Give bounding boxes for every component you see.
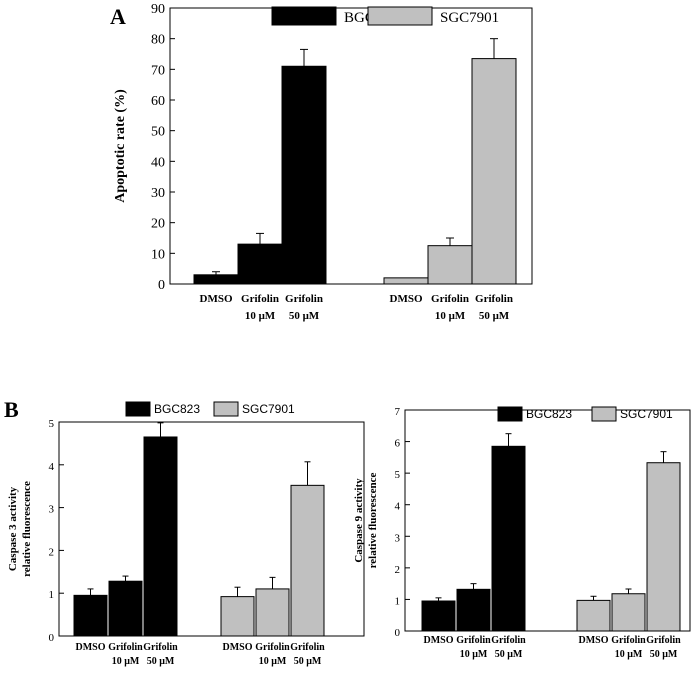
legend-swatch-bgc823	[497, 406, 523, 422]
category-label: 10 μM	[435, 310, 466, 322]
plot-frame	[169, 7, 533, 285]
legend-swatch-bgc823	[271, 6, 337, 26]
panel-label-a: A	[110, 4, 126, 29]
legend-label-sgc7901: SGC7901	[242, 402, 295, 416]
y-axis-label: relative fluorescence	[21, 481, 33, 577]
category-label: DMSO	[76, 642, 106, 653]
category-label: Grifolin	[646, 635, 681, 646]
category-label: Grifolin	[611, 635, 646, 646]
category-label: 50 μM	[495, 649, 523, 660]
bar-bgc823-0	[193, 274, 239, 285]
category-label: Grifolin	[143, 642, 178, 653]
category-label: 50 μM	[479, 310, 510, 322]
category-label: Grifolin	[456, 635, 491, 646]
y-axis-label: Apoptotic rate (%)	[113, 89, 128, 203]
legend-label-sgc7901: SGC7901	[440, 10, 499, 26]
y-tick-label: 2	[395, 564, 401, 576]
y-axis-label: Caspase 3 activity	[7, 486, 19, 571]
bar-sgc7901-0	[220, 596, 255, 637]
plot-frame	[58, 421, 365, 637]
bar-sgc7901-1	[255, 588, 290, 637]
category-label: Grifolin	[241, 293, 279, 305]
caspase9-chart: 0 1 2 3 4 5 6 7 Caspase 9 activity relative fluor…	[353, 406, 691, 660]
y-tick-label: 5	[395, 469, 401, 481]
y-tick-label: 3	[49, 504, 55, 516]
category-label: 50 μM	[147, 656, 175, 667]
category-label: Grifolin	[290, 642, 325, 653]
legend-swatch-bgc823	[125, 401, 151, 417]
legend-swatch-sgc7901	[367, 6, 433, 26]
bar-bgc823-2	[143, 436, 178, 637]
category-label: DMSO	[200, 293, 233, 305]
y-tick-label: 10	[151, 247, 165, 262]
bar-bgc823-2	[281, 65, 327, 285]
y-tick-label: 1	[49, 589, 55, 601]
category-label: 10 μM	[112, 656, 140, 667]
caspase3-chart: 0 1 2 3 4 5 Caspase 3 activity relative fluores…	[7, 401, 365, 667]
y-tick-label: 0	[158, 278, 165, 293]
plot-frame	[404, 409, 691, 632]
y-tick-label: 80	[151, 33, 165, 48]
bar-sgc7901-2	[290, 484, 325, 637]
bar-bgc823-0	[421, 600, 456, 632]
y-tick-label: 90	[151, 2, 165, 17]
y-tick-label: 70	[151, 63, 165, 78]
category-label: 10 μM	[615, 649, 643, 660]
y-tick-label: 7	[395, 406, 401, 418]
y-tick-label: 6	[395, 438, 401, 450]
category-label: Grifolin	[431, 293, 469, 305]
legend-label-bgc823: BGC823	[154, 402, 200, 416]
y-axis-label: Caspase 9 activity	[353, 478, 365, 563]
y-tick-label: 1	[395, 595, 401, 607]
bar-bgc823-1	[456, 588, 491, 632]
legend-swatch-sgc7901	[591, 406, 617, 422]
y-tick-label: 4	[49, 461, 55, 473]
category-label: Grifolin	[255, 642, 290, 653]
bar-sgc7901-0	[576, 599, 611, 632]
y-tick-label: 50	[151, 125, 165, 140]
category-label: Grifolin	[491, 635, 526, 646]
legend-swatch-sgc7901	[213, 401, 239, 417]
category-label: DMSO	[579, 635, 609, 646]
y-tick-label: 5	[49, 418, 55, 430]
category-label: 10 μM	[259, 656, 287, 667]
bar-sgc7901-2	[646, 462, 681, 632]
bar-bgc823-1	[108, 580, 143, 637]
apoptosis-chart: 0 10 20 30 40 50 60 70 80 90 Apoptotic rate (%) DMS…	[113, 2, 533, 322]
y-tick-label: 30	[151, 186, 165, 201]
y-tick-label: 40	[151, 155, 165, 170]
bar-bgc823-2	[491, 445, 526, 632]
bar-bgc823-1	[237, 243, 283, 285]
category-label: DMSO	[223, 642, 253, 653]
category-label: Grifolin	[108, 642, 143, 653]
category-label: 10 μM	[245, 310, 276, 322]
y-tick-label: 4	[395, 501, 401, 513]
legend-label-sgc7901: SGC7901	[620, 407, 673, 421]
panel-label-b: B	[4, 397, 19, 422]
legend-label-bgc823: BGC823	[526, 407, 572, 421]
bar-sgc7901-1	[611, 593, 646, 632]
bar-bgc823-0	[73, 594, 108, 637]
y-tick-label: 3	[395, 532, 401, 544]
y-tick-label: 0	[395, 627, 401, 639]
category-label: DMSO	[424, 635, 454, 646]
bar-sgc7901-0	[383, 277, 429, 285]
category-label: 50 μM	[650, 649, 678, 660]
bar-sgc7901-1	[427, 245, 473, 285]
category-label: 50 μM	[294, 656, 322, 667]
y-tick-label: 20	[151, 217, 165, 232]
category-label: DMSO	[390, 293, 423, 305]
y-tick-label: 2	[49, 546, 55, 558]
y-axis-label: relative fluorescence	[367, 472, 379, 568]
category-label: 10 μM	[460, 649, 488, 660]
category-label: Grifolin	[475, 293, 513, 305]
y-tick-label: 0	[49, 632, 55, 644]
y-tick-label: 60	[151, 94, 165, 109]
category-label: 50 μM	[289, 310, 320, 322]
category-label: Grifolin	[285, 293, 323, 305]
bar-sgc7901-2	[471, 58, 517, 285]
